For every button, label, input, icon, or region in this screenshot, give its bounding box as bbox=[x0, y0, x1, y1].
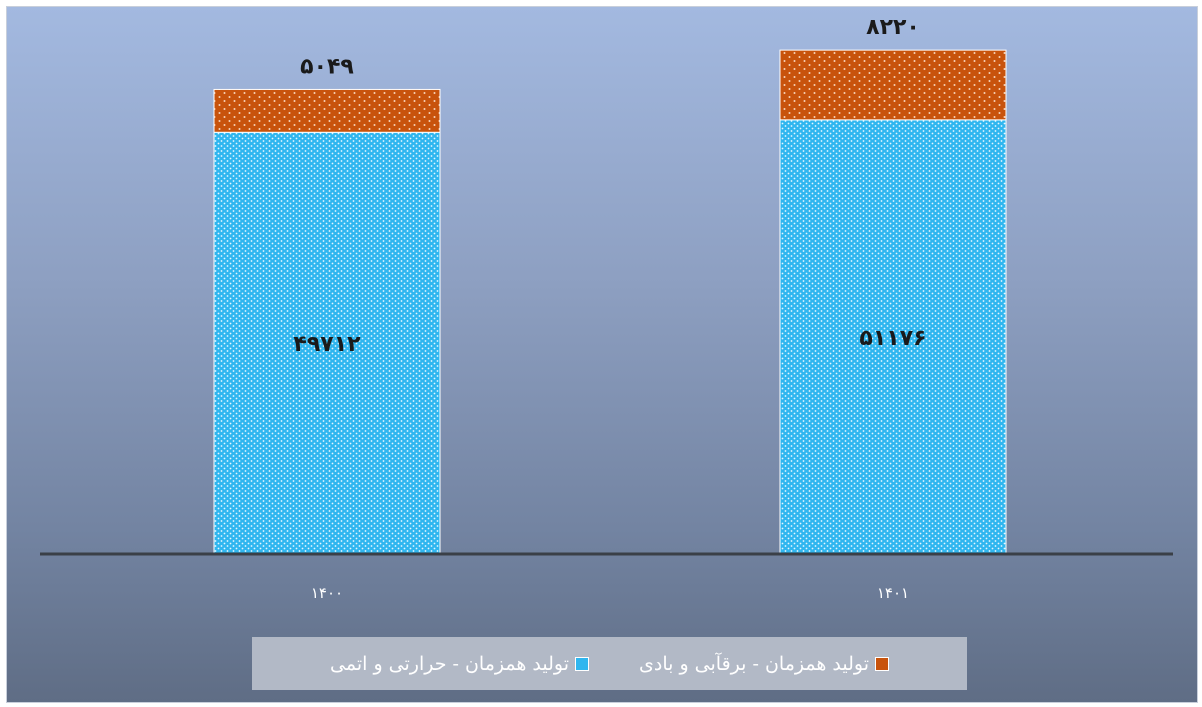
legend-entry-thermal-nuclear: تولید همزمان - حرارتی و اتمی bbox=[330, 652, 590, 675]
bar-hydro-wind-0 bbox=[213, 88, 441, 133]
data-label-thermal-nuclear-1: ۵۱۱۷۶ bbox=[859, 326, 926, 351]
x-tick-label-0: ۱۴۰۰ bbox=[311, 584, 343, 602]
legend-swatch-orange bbox=[875, 656, 889, 671]
legend: تولید همزمان - برقآبی و بادی تولید همزما… bbox=[252, 637, 967, 690]
legend-label-hydro-wind: تولید همزمان - برقآبی و بادی bbox=[639, 652, 869, 675]
legend-swatch-blue bbox=[575, 656, 590, 671]
chart-plot: ۴۹۷۱۲ ۵۰۴۹ ۱۴۰۰ ۵۱۱۷۶ ۸۲۲۰ ۱۴۰۱ bbox=[40, 15, 1173, 602]
data-label-hydro-wind-1: ۸۲۲۰ bbox=[866, 15, 920, 40]
data-label-thermal-nuclear-0: ۴۹۷۱۲ bbox=[293, 332, 361, 357]
bar-thermal-nuclear-1 bbox=[779, 119, 1007, 555]
bar-thermal-nuclear-0 bbox=[213, 131, 441, 555]
chart-area: ۴۹۷۱۲ ۵۰۴۹ ۱۴۰۰ ۵۱۱۷۶ ۸۲۲۰ ۱۴۰۱ تولید همزمان … bbox=[6, 6, 1198, 703]
data-label-hydro-wind-0: ۵۰۴۹ bbox=[300, 54, 354, 79]
legend-entry-hydro-wind: تولید همزمان - برقآبی و بادی bbox=[639, 653, 889, 675]
x-tick-label-1: ۱۴۰۱ bbox=[877, 584, 909, 602]
bar-hydro-wind-1 bbox=[779, 49, 1007, 121]
legend-label-thermal-nuclear: تولید همزمان - حرارتی و اتمی bbox=[330, 652, 570, 675]
